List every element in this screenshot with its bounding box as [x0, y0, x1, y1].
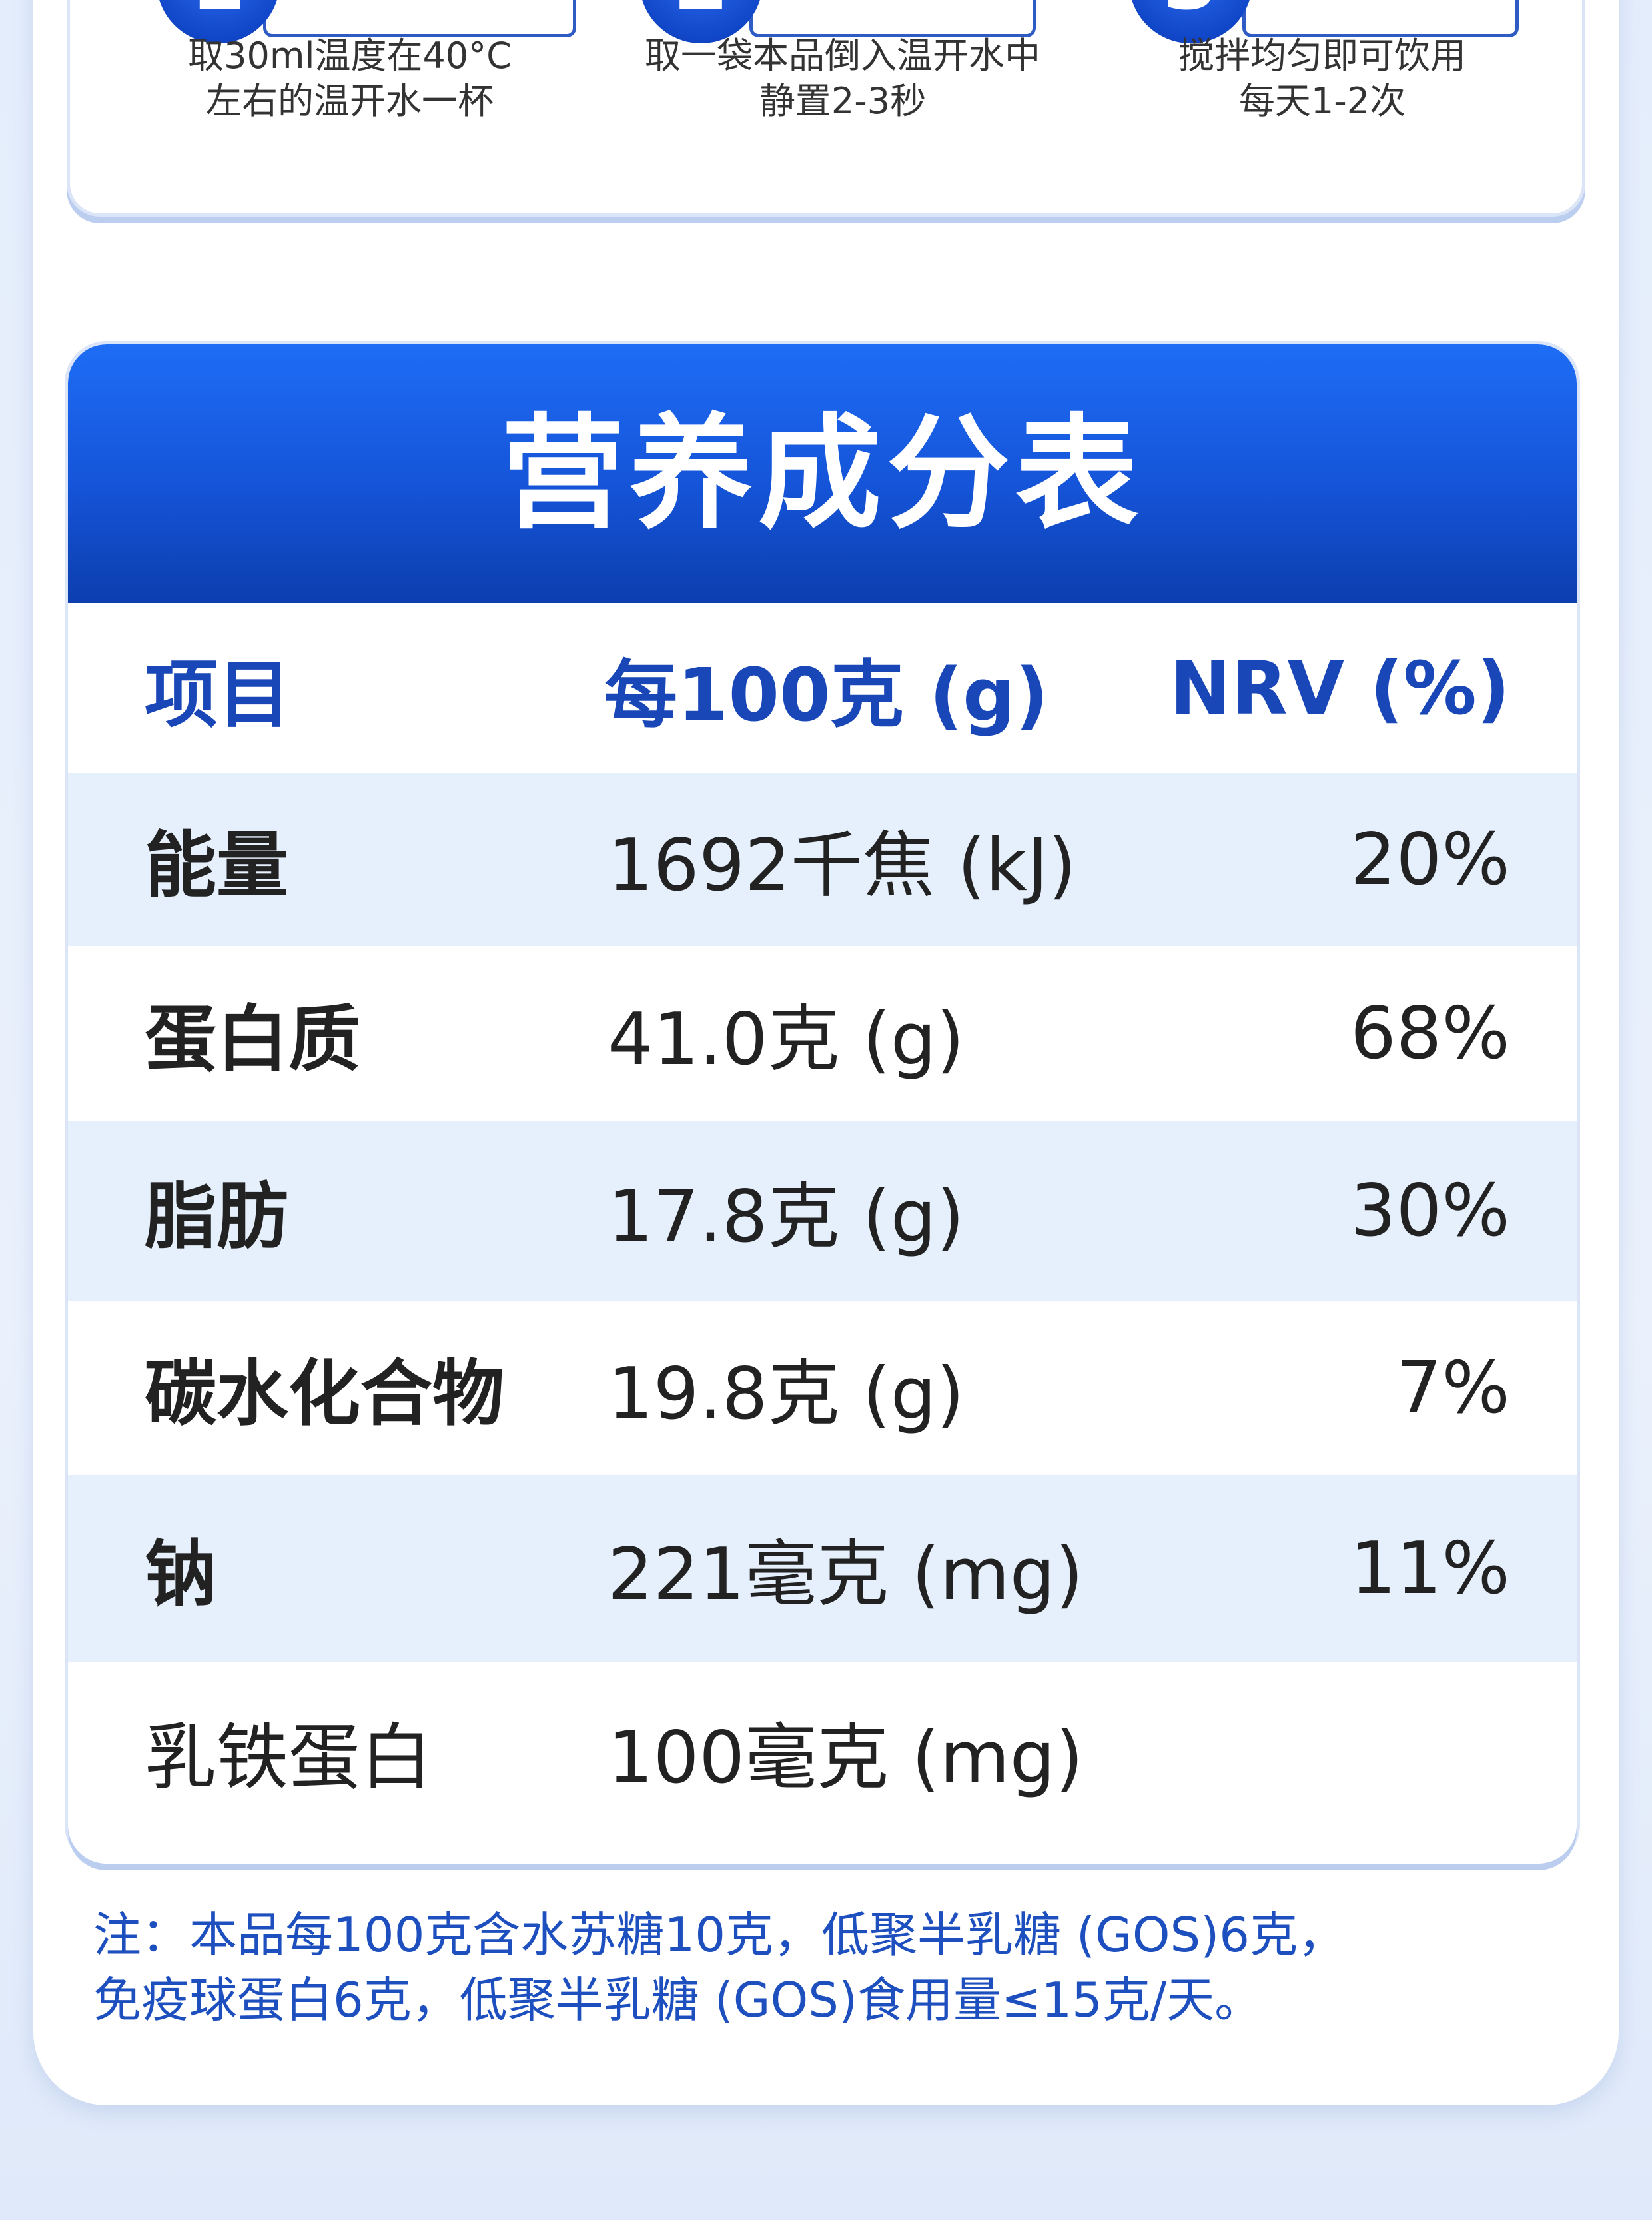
- step-1-box: [263, 0, 576, 37]
- step-2-line1: 取一袋本品倒入温开水中: [645, 35, 1040, 77]
- footnote-line2: 免疫球蛋白6克，低聚半乳糖 (GOS)食用量≤15克/天。: [93, 1972, 1263, 2028]
- row-per100: 100毫克 (mg): [608, 1716, 1084, 1800]
- row-nrv: 30%: [1350, 1169, 1510, 1253]
- row-nrv: 11%: [1350, 1526, 1510, 1610]
- step-1-line2: 左右的温开水一杯: [206, 80, 494, 122]
- header-per100: 每100克 (g): [604, 652, 1049, 738]
- step-3-text: 搅拌均匀即可饮用 每天1-2次: [1069, 33, 1575, 124]
- table-row: 碳水化合物 19.8克 (g) 7%: [68, 1301, 1577, 1475]
- row-nrv: 20%: [1350, 818, 1510, 901]
- row-item: 乳铁蛋白: [145, 1716, 433, 1800]
- step-3-box: [1242, 0, 1519, 37]
- row-nrv: 7%: [1396, 1346, 1510, 1430]
- row-item: 能量: [145, 824, 289, 907]
- table-row: 脂肪 17.8克 (g) 30%: [68, 1121, 1577, 1301]
- step-3: 3 搅拌均匀即可饮用 每天1-2次: [1069, 0, 1575, 180]
- row-per100: 221毫克 (mg): [608, 1533, 1084, 1616]
- row-nrv: 68%: [1350, 991, 1510, 1075]
- step-3-line2: 每天1-2次: [1238, 80, 1406, 122]
- table-row: 钠 221毫克 (mg) 11%: [68, 1475, 1577, 1662]
- row-per100: 19.8克 (g): [608, 1353, 965, 1436]
- footnote-line1: 注：本品每100克含水苏糖10克，低聚半乳糖 (GOS)6克，: [93, 1907, 1346, 1963]
- table-row: 蛋白质 41.0克 (g) 68%: [68, 946, 1577, 1121]
- table-header-bar: 营养成分表: [68, 344, 1577, 603]
- row-item: 钠: [145, 1533, 217, 1616]
- header-nrv: NRV (%): [1170, 645, 1510, 731]
- step-2-box: [749, 0, 1036, 37]
- preparation-steps-card: 1 取30ml温度在40°C 左右的温开水一杯 2 取一袋本品倒入温开水中 静置…: [67, 0, 1585, 217]
- step-2: 2 取一袋本品倒入温开水中 静置2-3秒: [590, 0, 1096, 180]
- row-per100: 1692千焦 (kJ): [608, 824, 1076, 907]
- row-per100: 17.8克 (g): [608, 1175, 965, 1259]
- row-item: 碳水化合物: [145, 1353, 505, 1436]
- step-1: 1 取30ml温度在40°C 左右的温开水一杯: [97, 0, 603, 180]
- footnote: 注：本品每100克含水苏糖10克，低聚半乳糖 (GOS)6克， 免疫球蛋白6克，…: [93, 1902, 1559, 2033]
- step-1-text: 取30ml温度在40°C 左右的温开水一杯: [97, 33, 603, 124]
- nutrition-table-card: 营养成分表 项目 每100克 (g) NRV (%) 能量 1692千焦 (kJ…: [68, 344, 1577, 1864]
- row-per100: 41.0克 (g): [608, 998, 965, 1081]
- row-item: 蛋白质: [145, 998, 361, 1081]
- table-row: 能量 1692千焦 (kJ) 20%: [68, 773, 1577, 946]
- step-1-line1: 取30ml温度在40°C: [188, 35, 512, 77]
- header-item: 项目: [145, 652, 291, 738]
- step-2-text: 取一袋本品倒入温开水中 静置2-3秒: [590, 33, 1096, 124]
- table-title: 营养成分表: [501, 402, 1144, 546]
- row-item: 脂肪: [145, 1175, 289, 1259]
- step-3-line1: 搅拌均匀即可饮用: [1178, 35, 1466, 77]
- step-2-line2: 静置2-3秒: [759, 80, 927, 122]
- table-row: 乳铁蛋白 100毫克 (mg): [68, 1662, 1577, 1842]
- table-header-row: 项目 每100克 (g) NRV (%): [68, 603, 1577, 773]
